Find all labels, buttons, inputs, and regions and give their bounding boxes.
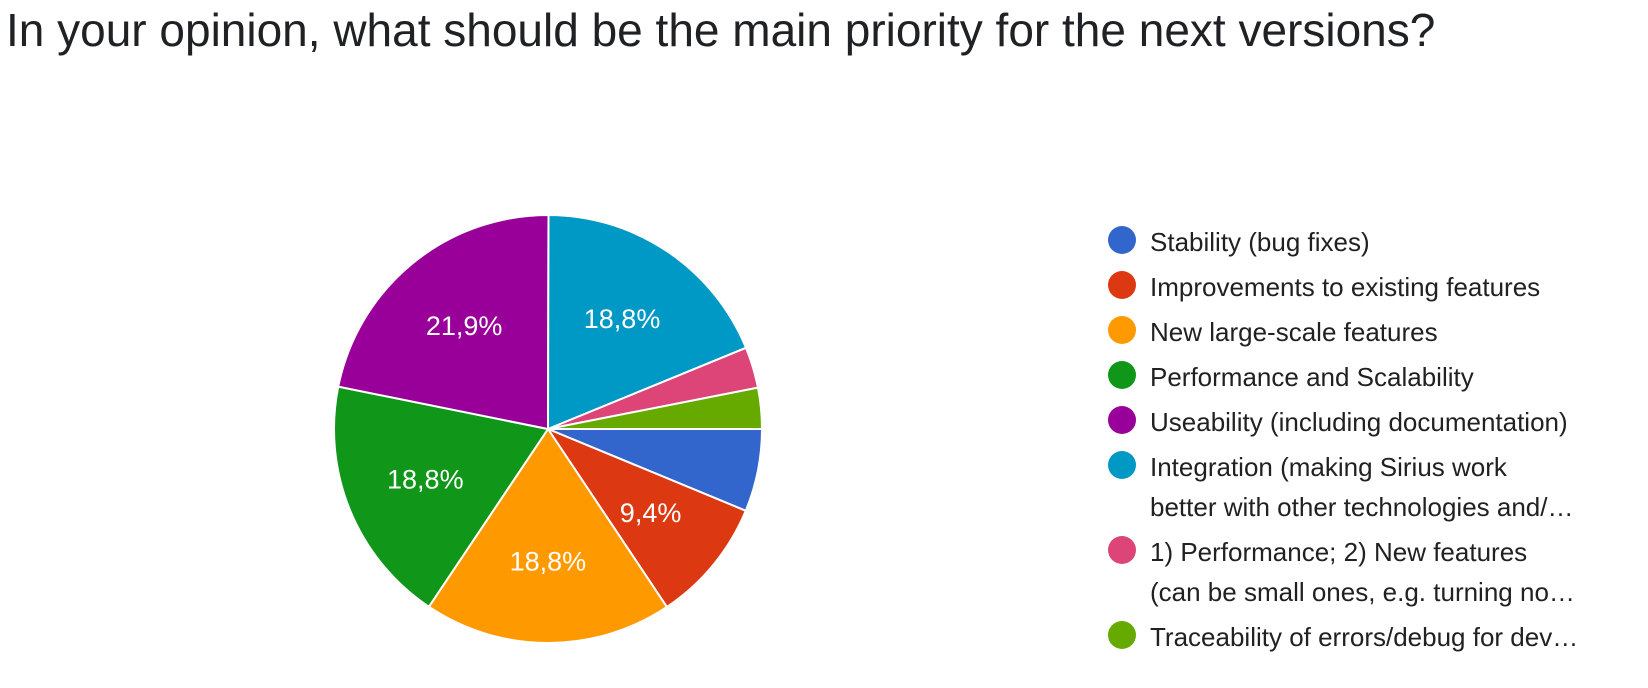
slice-label: 18,8% — [510, 547, 587, 577]
legend-label-line: Integration (making Sirius work — [1150, 452, 1507, 482]
slice-label: 18,8% — [387, 465, 464, 495]
legend-label: Stability (bug fixes) — [1150, 222, 1640, 262]
legend-label: Traceability of errors/debug for dev… — [1150, 617, 1640, 657]
legend-swatch — [1108, 451, 1136, 479]
legend-item[interactable]: Traceability of errors/debug for dev… — [1108, 617, 1648, 657]
legend-item[interactable]: Integration (making Sirius work better wi… — [1108, 447, 1648, 527]
legend-label: Useability (including documentation) — [1150, 402, 1640, 442]
legend-swatch — [1108, 271, 1136, 299]
legend-label-line: Traceability of errors/debug for dev… — [1150, 622, 1579, 652]
legend-swatch — [1108, 316, 1136, 344]
legend-label: Performance and Scalability — [1150, 357, 1640, 397]
legend-label-line: New large-scale features — [1150, 317, 1438, 347]
legend-label: Improvements to existing features — [1150, 267, 1640, 307]
legend-label: 1) Performance; 2) New features (can be s… — [1150, 532, 1640, 612]
pie-slice[interactable] — [337, 214, 550, 431]
slice-label: 9,4% — [620, 498, 682, 528]
legend-swatch — [1108, 621, 1136, 649]
legend-label-line: 1) Performance; 2) New features — [1150, 537, 1528, 567]
legend-swatch — [1108, 361, 1136, 389]
legend-item[interactable]: Stability (bug fixes) — [1108, 222, 1648, 262]
slice-label: 18,8% — [584, 304, 661, 334]
pie-slice[interactable] — [547, 386, 764, 430]
legend-item[interactable]: Useability (including documentation) — [1108, 402, 1648, 442]
legend-label-line: Useability (including documentation) — [1150, 407, 1568, 437]
legend-label-line: Improvements to existing features — [1150, 272, 1541, 302]
chart-title: In your opinion, what should be the main… — [6, 4, 1436, 56]
pie-slice[interactable] — [333, 385, 550, 609]
legend-item[interactable]: Improvements to existing features — [1108, 267, 1648, 307]
legend-label-line: Stability (bug fixes) — [1150, 227, 1370, 257]
pie-slice[interactable] — [545, 426, 748, 609]
legend-item[interactable]: New large-scale features — [1108, 312, 1648, 352]
legend-item[interactable]: Performance and Scalability — [1108, 357, 1648, 397]
slice-label: 21,9% — [426, 311, 503, 341]
legend-swatch — [1108, 406, 1136, 434]
chart-legend: Stability (bug fixes) Improvements to exi… — [1108, 222, 1648, 662]
legend-swatch — [1108, 226, 1136, 254]
legend-label-line: (can be small ones, e.g. turning no… — [1150, 577, 1575, 607]
pie-slice[interactable] — [427, 427, 669, 644]
pie-slice[interactable] — [546, 213, 748, 431]
legend-item[interactable]: 1) Performance; 2) New features (can be s… — [1108, 532, 1648, 612]
legend-label-line: Performance and Scalability — [1150, 362, 1474, 392]
legend-label: New large-scale features — [1150, 312, 1640, 352]
legend-swatch — [1108, 536, 1136, 564]
legend-label: Integration (making Sirius work better wi… — [1150, 447, 1640, 527]
legend-label-line: better with other technologies and/… — [1150, 492, 1574, 522]
